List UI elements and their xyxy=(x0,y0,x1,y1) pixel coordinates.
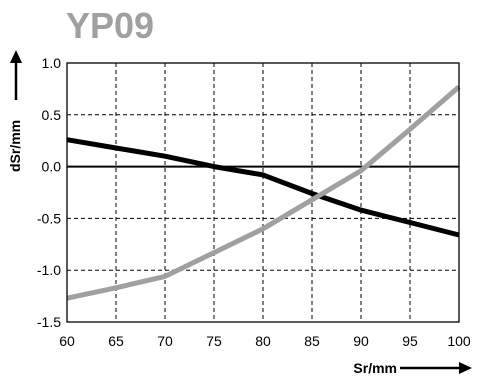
x-tick-labels: 60 65 70 75 80 85 90 95 100 xyxy=(59,333,471,349)
x-axis-title: Sr/mm xyxy=(353,360,397,376)
x-tick-label-1: 65 xyxy=(108,333,124,349)
x-tick-label-5: 85 xyxy=(304,333,320,349)
x-tick-label-7: 95 xyxy=(402,333,418,349)
series-line-2 xyxy=(66,84,461,301)
y-tick-label-0: 1.0 xyxy=(42,55,62,71)
x-tick-label-2: 70 xyxy=(157,333,173,349)
y-axis-title-group: dSr/mm xyxy=(7,50,23,172)
y-tick-label-2: 0.0 xyxy=(42,159,62,175)
y-tick-label-1: 0.5 xyxy=(42,107,62,123)
y-tick-label-3: -0.5 xyxy=(37,210,61,226)
x-axis-title-group: Sr/mm xyxy=(353,360,472,376)
chart-title: YP09 xyxy=(66,5,154,46)
y-tick-label-5: -1.5 xyxy=(37,314,61,330)
x-tick-label-6: 90 xyxy=(353,333,369,349)
series-layer xyxy=(66,84,461,301)
x-tick-label-3: 75 xyxy=(206,333,222,349)
series-line-1 xyxy=(66,137,460,238)
y-axis-arrow-icon xyxy=(10,50,22,100)
y-tick-label-4: -1.0 xyxy=(37,262,61,278)
x-tick-label-8: 100 xyxy=(447,333,471,349)
x-tick-label-0: 60 xyxy=(59,333,75,349)
y-axis-title: dSr/mm xyxy=(7,120,23,172)
x-tick-label-4: 80 xyxy=(255,333,271,349)
plot-frame xyxy=(66,62,460,323)
x-axis-arrow-icon xyxy=(400,362,472,374)
y-tick-labels: 1.0 0.5 0.0 -0.5 -1.0 -1.5 xyxy=(37,55,61,330)
